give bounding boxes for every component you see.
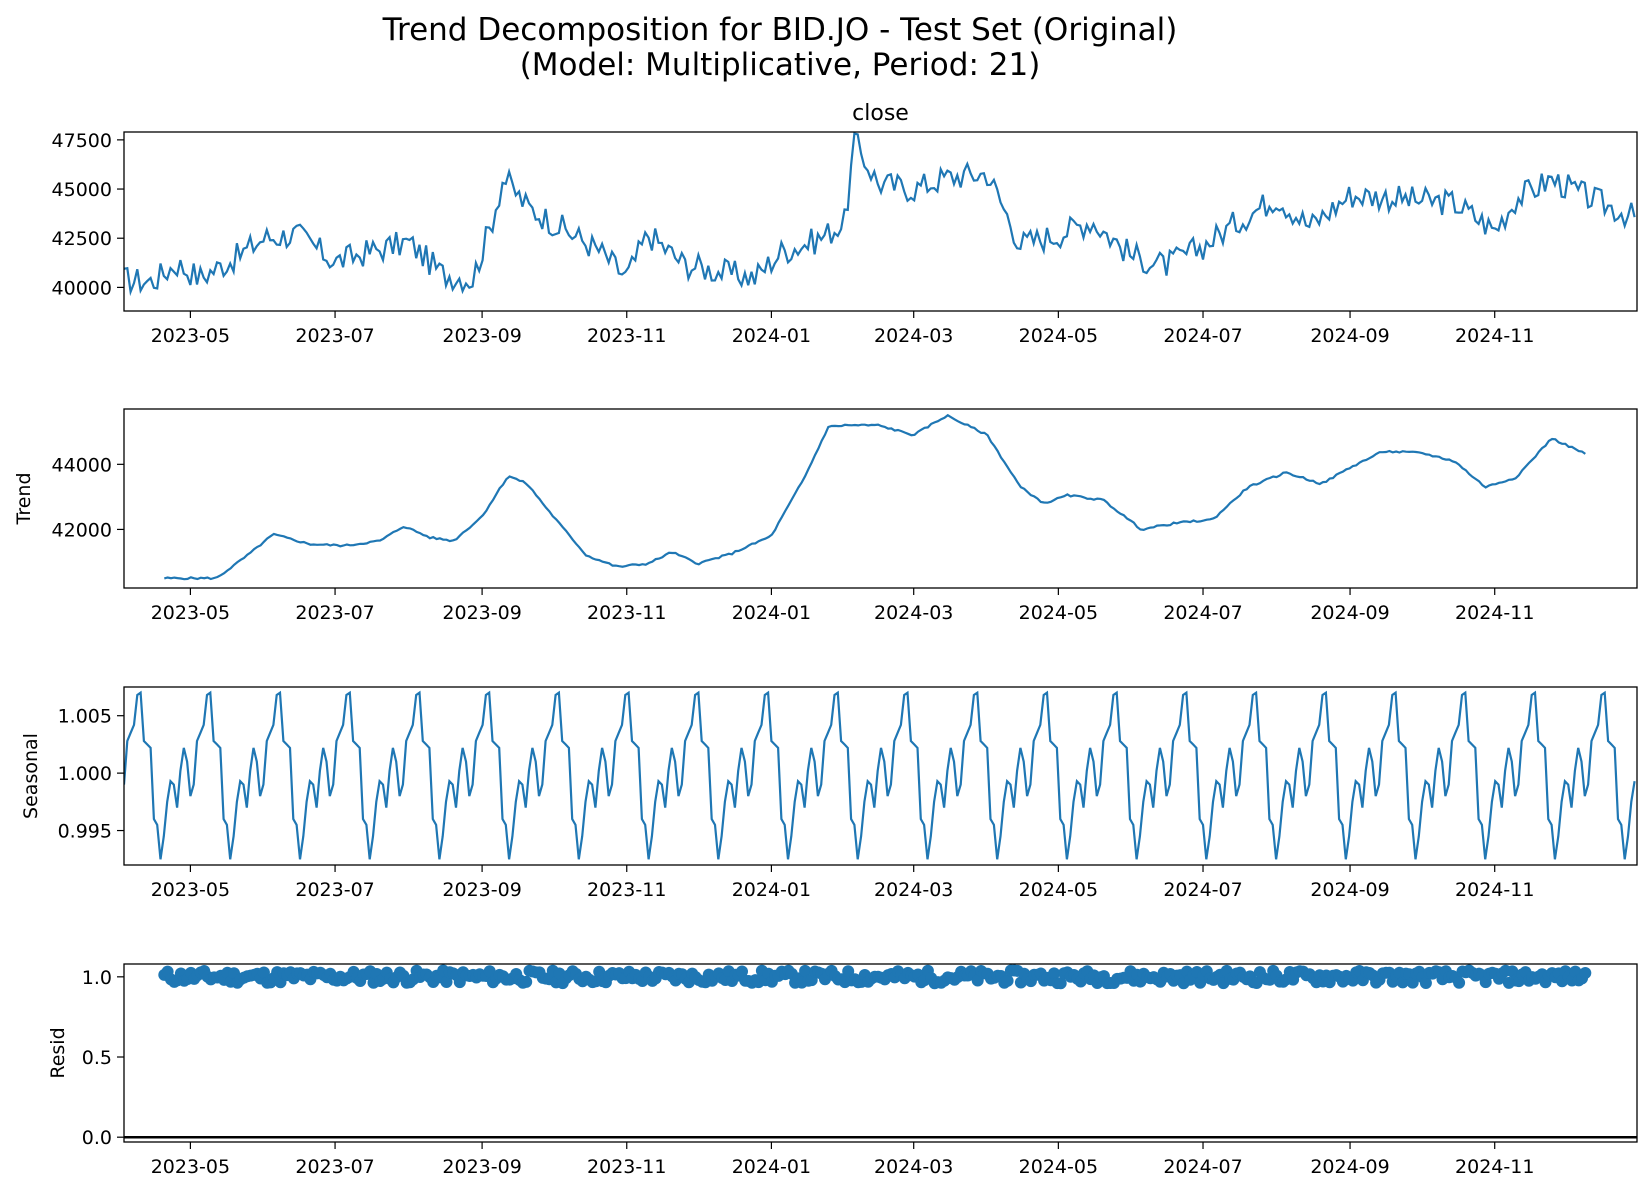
axes-frame-resid [123, 963, 1638, 1143]
seasonal-series-line [124, 690, 1636, 860]
plot-area-trend [164, 413, 1586, 581]
x-tick-label: 2023-05 [151, 1156, 230, 1178]
trend-series-line [164, 413, 1586, 581]
figure-title-line-1: Trend Decomposition for BID.JO - Test Se… [382, 12, 1178, 48]
x-tick-label: 2024-09 [1310, 602, 1389, 624]
subplot-seasonal: 2023-05 2023-07 2023-09 2023-11 2024-01 2024-… [20, 686, 1638, 901]
axes-frame-close [123, 131, 1638, 312]
resid-point [1406, 976, 1419, 989]
y-tick-label: 45000 [52, 179, 112, 201]
x-tick-label: 2024-09 [1310, 1156, 1389, 1178]
x-tick-label: 2024-11 [1455, 325, 1534, 347]
x-tick-label: 2024-03 [874, 879, 953, 901]
x-tick-label: 2024-03 [874, 602, 953, 624]
x-tick-label: 2023-07 [295, 325, 374, 347]
resid-point [1419, 977, 1432, 989]
resid-point [1506, 965, 1519, 978]
y-tick-label: 1.000 [58, 763, 112, 785]
x-tick-label: 2024-09 [1310, 325, 1389, 347]
x-tick-label: 2023-09 [442, 602, 521, 624]
x-tick-label: 2024-09 [1310, 879, 1389, 901]
y-tick-label: 47500 [52, 130, 112, 152]
x-tick-label: 2023-05 [151, 325, 230, 347]
plot-area-resid [124, 964, 1637, 1139]
y-axis-label: Resid [47, 1027, 69, 1078]
subplot-close: 2023-05 2023-07 2023-09 2023-11 2024-01 2024-… [52, 101, 1638, 347]
x-tick-label: 2023-05 [151, 602, 230, 624]
x-tick-label: 2024-01 [732, 325, 811, 347]
resid-point [440, 976, 453, 988]
x-tick-label: 2024-01 [732, 1156, 811, 1178]
x-tick-label: 2024-07 [1163, 602, 1242, 624]
x-tick-label: 2024-01 [732, 879, 811, 901]
x-tick-label: 2024-07 [1163, 325, 1242, 347]
x-tick-label: 2023-07 [295, 602, 374, 624]
resid-points [158, 964, 1592, 990]
x-tick-label: 2024-05 [1019, 325, 1098, 347]
x-tick-label: 2024-05 [1019, 1156, 1098, 1178]
x-tick-label: 2023-07 [295, 879, 374, 901]
y-tick-label: 40000 [52, 277, 112, 299]
y-axis-label: Trend [13, 473, 35, 526]
y-tick-label: 0.995 [58, 821, 112, 843]
resid-point [799, 964, 812, 977]
x-tick-label: 2024-05 [1019, 879, 1098, 901]
close-series-line [124, 132, 1636, 297]
x-tick-label: 2023-09 [442, 879, 521, 901]
x-tick-label: 2024-11 [1455, 602, 1534, 624]
x-tick-label: 2023-11 [587, 879, 666, 901]
y-tick-label: 42500 [52, 228, 112, 250]
x-tick-label: 2024-11 [1455, 879, 1534, 901]
x-tick-label: 2023-11 [587, 1156, 666, 1178]
y-axis-label: Seasonal [20, 733, 42, 819]
x-tick-label: 2024-05 [1019, 602, 1098, 624]
resid-point [1001, 974, 1014, 987]
x-tick-label: 2023-11 [587, 325, 666, 347]
x-tick-label: 2023-09 [442, 325, 521, 347]
y-tick-label: 0.5 [82, 1047, 112, 1069]
x-tick-label: 2023-07 [295, 1156, 374, 1178]
figure-title-line-2: (Model: Multiplicative, Period: 21) [519, 47, 1041, 83]
resid-point [1048, 967, 1061, 980]
x-tick-label: 2024-07 [1163, 1156, 1242, 1178]
x-tick-label: 2024-01 [732, 602, 811, 624]
x-tick-label: 2024-11 [1455, 1156, 1534, 1178]
x-tick-label: 2023-11 [587, 602, 666, 624]
subplot-resid: 2023-05 2023-07 2023-09 2023-11 2024-01 2024-… [47, 963, 1638, 1178]
resid-point [736, 965, 748, 978]
x-tick-label: 2024-07 [1163, 879, 1242, 901]
axes-frame-trend [123, 408, 1638, 589]
axes-frame-seasonal [123, 686, 1638, 866]
resid-point [257, 966, 270, 979]
plot-area-seasonal [124, 690, 1636, 860]
subplot-trend: 2023-05 2023-07 2023-09 2023-11 2024-01 2024-… [13, 408, 1638, 624]
x-tick-label: 2024-03 [874, 325, 953, 347]
y-tick-label: 44000 [52, 454, 112, 476]
resid-point [1579, 967, 1592, 979]
y-tick-label: 0.0 [82, 1127, 112, 1149]
y-tick-label: 1.005 [58, 706, 112, 728]
y-tick-label: 1.0 [82, 967, 112, 989]
x-tick-label: 2023-05 [151, 879, 230, 901]
y-tick-label: 42000 [52, 519, 112, 541]
plot-area-close [124, 132, 1636, 297]
resid-point [842, 965, 855, 978]
x-tick-label: 2023-09 [442, 1156, 521, 1178]
resid-point [520, 975, 533, 988]
resid-point [593, 965, 606, 978]
x-tick-label: 2024-03 [874, 1156, 953, 1178]
resid-point [1054, 977, 1067, 990]
resid-point [1453, 976, 1466, 989]
subplot-title: close [852, 101, 909, 126]
